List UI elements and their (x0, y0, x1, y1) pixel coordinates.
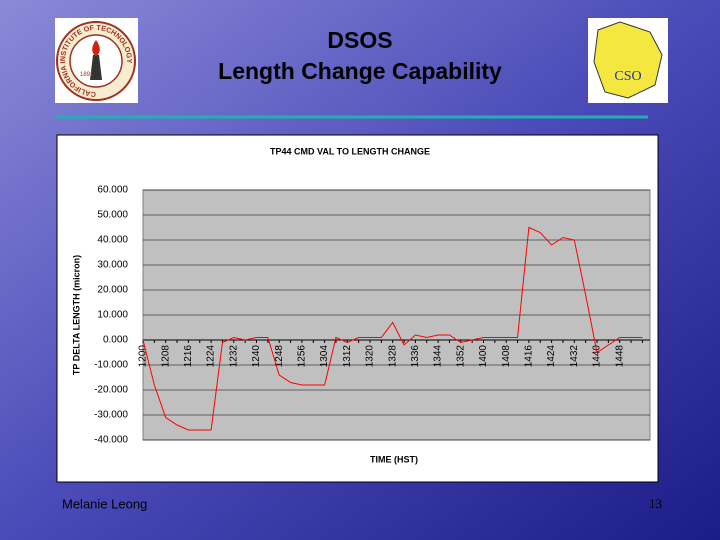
page-number: 13 (649, 496, 662, 511)
caltech-logo: CALIFORNIA INSTITUTE OF TECHNOLOGY 1891 (55, 18, 138, 103)
slide-title: Length Change Capability (218, 58, 502, 84)
y-tick-label: -20.000 (94, 385, 128, 396)
seal-year: 1891 (80, 72, 94, 78)
x-tick-label: 1424 (546, 345, 557, 368)
x-tick-label: 1408 (501, 345, 512, 368)
x-axis-label: TIME (HST) (370, 454, 418, 464)
x-tick-label: 1232 (228, 345, 239, 368)
y-tick-label: 10.000 (97, 310, 128, 321)
y-tick-label: 40.000 (97, 235, 128, 246)
slide-title: DSOS (327, 27, 392, 53)
y-axis-label: TP DELTA LENGTH (micron) (71, 255, 81, 375)
footer-author: Melanie Leong (62, 496, 147, 511)
x-tick-label: 1352 (455, 345, 466, 368)
x-tick-label: 1200 (138, 345, 149, 368)
x-tick-label: 1448 (614, 345, 625, 368)
y-tick-label: 0.000 (103, 335, 128, 346)
torch (90, 55, 102, 80)
y-tick-label: 20.000 (97, 285, 128, 296)
x-tick-label: 1328 (387, 345, 398, 368)
x-tick-label: 1320 (365, 345, 376, 368)
data-line (142, 226, 643, 431)
y-tick-label: 60.000 (97, 185, 128, 196)
x-tick-label: 1256 (297, 345, 308, 368)
y-tick-label: -40.000 (94, 435, 128, 446)
cso-text: CSO (614, 69, 641, 84)
x-tick-label: 1416 (524, 345, 535, 368)
x-tick-label: 1224 (206, 345, 217, 368)
x-tick-label: 1312 (342, 345, 353, 368)
x-tick-label: 1336 (410, 345, 421, 368)
island (593, 21, 663, 99)
x-tick-label: 1400 (478, 345, 489, 368)
x-tick-label: 1344 (433, 345, 444, 368)
chart-title: TP44 CMD VAL TO LENGTH CHANGE (270, 146, 430, 156)
x-tick-label: 1208 (160, 345, 171, 368)
y-tick-label: 50.000 (97, 210, 128, 221)
y-tick-label: -10.000 (94, 360, 128, 371)
x-tick-label: 1304 (319, 345, 330, 368)
x-tick-label: 1432 (569, 345, 580, 368)
flame (92, 40, 100, 56)
x-tick-label: 1216 (183, 345, 194, 368)
y-tick-label: -30.000 (94, 410, 128, 421)
x-tick-label: 1240 (251, 345, 262, 368)
cso-logo: CSO (588, 18, 668, 103)
x-tick-label: 1440 (592, 345, 603, 368)
y-tick-label: 30.000 (97, 260, 128, 271)
x-tick-label: 1248 (274, 345, 285, 368)
